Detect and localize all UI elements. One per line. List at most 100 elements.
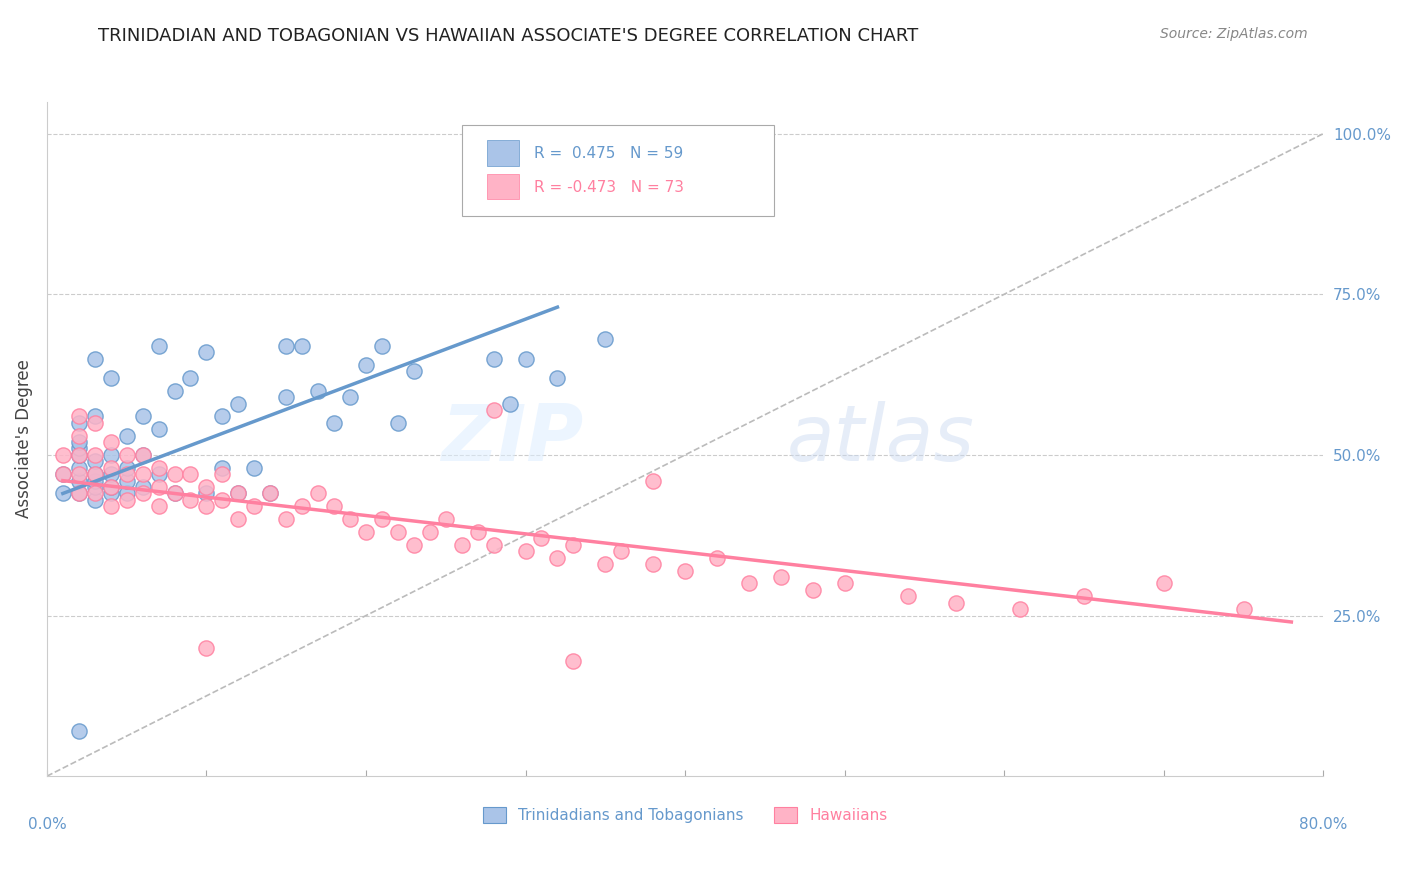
- Point: [115, 428, 138, 442]
- Point: [67, 448, 90, 462]
- Point: [131, 480, 153, 494]
- Point: [323, 500, 346, 514]
- Point: [148, 500, 170, 514]
- Point: [546, 371, 568, 385]
- Point: [67, 474, 90, 488]
- Point: [1010, 602, 1032, 616]
- Point: [179, 492, 201, 507]
- Point: [482, 538, 505, 552]
- Point: [52, 486, 75, 500]
- Point: [115, 460, 138, 475]
- Point: [211, 467, 233, 482]
- Point: [131, 448, 153, 462]
- FancyBboxPatch shape: [488, 174, 519, 199]
- Point: [562, 654, 585, 668]
- Point: [643, 474, 665, 488]
- Point: [67, 435, 90, 450]
- Point: [131, 486, 153, 500]
- Point: [100, 480, 122, 494]
- Point: [673, 564, 696, 578]
- Point: [163, 467, 186, 482]
- Point: [530, 532, 553, 546]
- Point: [211, 492, 233, 507]
- Point: [67, 416, 90, 430]
- Point: [131, 467, 153, 482]
- Point: [339, 390, 361, 404]
- Point: [100, 480, 122, 494]
- Point: [67, 724, 90, 739]
- Point: [83, 467, 105, 482]
- Point: [148, 460, 170, 475]
- Point: [643, 557, 665, 571]
- Point: [100, 371, 122, 385]
- Point: [434, 512, 457, 526]
- Point: [276, 339, 298, 353]
- Point: [67, 428, 90, 442]
- Point: [195, 486, 218, 500]
- Point: [148, 467, 170, 482]
- Point: [419, 524, 441, 539]
- Point: [52, 467, 75, 482]
- Text: Source: ZipAtlas.com: Source: ZipAtlas.com: [1160, 27, 1308, 41]
- Point: [195, 345, 218, 359]
- Point: [259, 486, 281, 500]
- Point: [371, 512, 394, 526]
- Point: [595, 557, 617, 571]
- Point: [148, 422, 170, 436]
- Point: [100, 500, 122, 514]
- Point: [148, 339, 170, 353]
- Point: [307, 384, 329, 398]
- Point: [834, 576, 856, 591]
- Point: [467, 524, 489, 539]
- Point: [163, 486, 186, 500]
- Point: [67, 486, 90, 500]
- Point: [897, 589, 920, 603]
- Point: [276, 512, 298, 526]
- Y-axis label: Associate's Degree: Associate's Degree: [15, 359, 32, 518]
- Point: [801, 582, 824, 597]
- Point: [228, 486, 250, 500]
- Text: 0.0%: 0.0%: [28, 817, 66, 831]
- Point: [243, 500, 266, 514]
- Point: [371, 339, 394, 353]
- Point: [83, 480, 105, 494]
- Point: [100, 435, 122, 450]
- Point: [243, 460, 266, 475]
- Point: [339, 512, 361, 526]
- Point: [515, 544, 537, 558]
- Point: [115, 492, 138, 507]
- Point: [307, 486, 329, 500]
- Point: [115, 486, 138, 500]
- Point: [115, 474, 138, 488]
- Point: [67, 442, 90, 456]
- Point: [738, 576, 761, 591]
- Point: [195, 480, 218, 494]
- Point: [482, 351, 505, 366]
- Point: [83, 351, 105, 366]
- Point: [276, 390, 298, 404]
- Point: [228, 396, 250, 410]
- Point: [195, 500, 218, 514]
- Point: [562, 538, 585, 552]
- Point: [546, 550, 568, 565]
- Point: [100, 467, 122, 482]
- Point: [291, 339, 314, 353]
- Point: [67, 448, 90, 462]
- Point: [83, 467, 105, 482]
- FancyBboxPatch shape: [488, 140, 519, 166]
- Point: [482, 403, 505, 417]
- Point: [211, 409, 233, 424]
- Point: [323, 416, 346, 430]
- Point: [115, 467, 138, 482]
- Text: R = -0.473   N = 73: R = -0.473 N = 73: [534, 179, 685, 194]
- Text: R =  0.475   N = 59: R = 0.475 N = 59: [534, 146, 683, 161]
- Point: [67, 448, 90, 462]
- Point: [52, 448, 75, 462]
- Point: [259, 486, 281, 500]
- Point: [163, 384, 186, 398]
- Point: [100, 486, 122, 500]
- Point: [387, 524, 409, 539]
- Point: [945, 596, 967, 610]
- Point: [354, 524, 377, 539]
- Point: [291, 500, 314, 514]
